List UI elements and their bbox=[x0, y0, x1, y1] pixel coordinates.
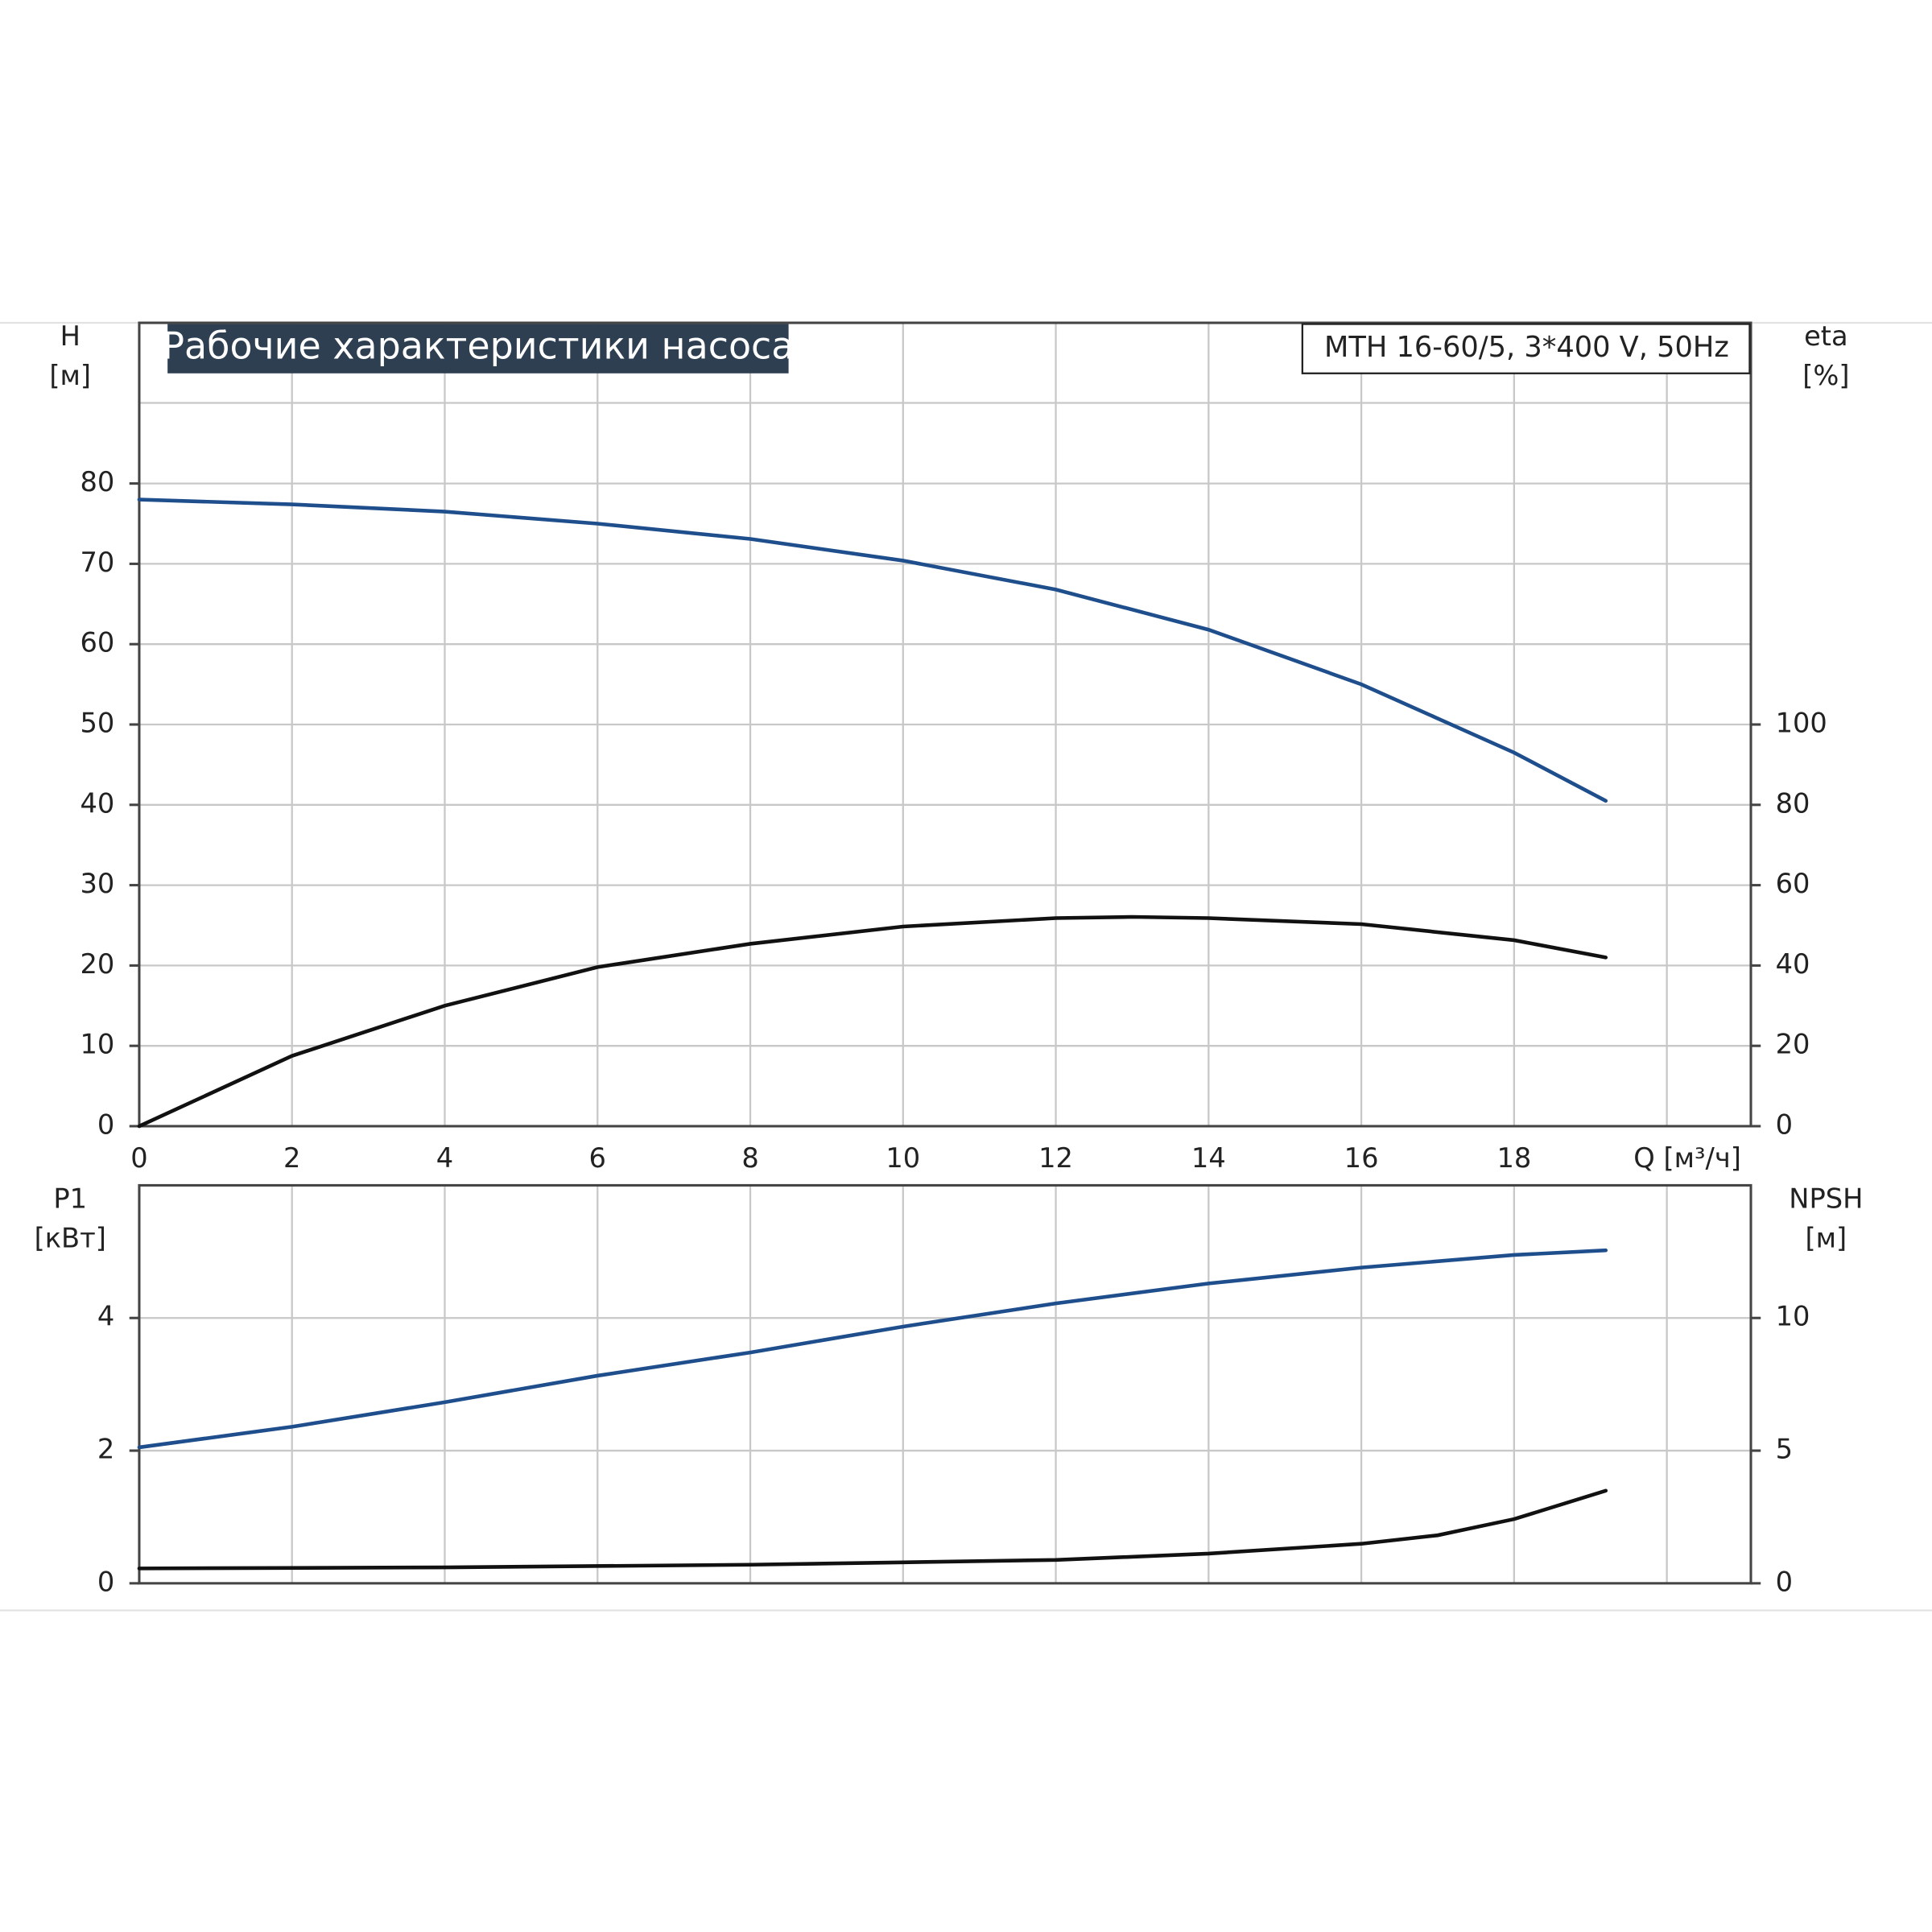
y2-tick-label: 10 bbox=[1776, 1301, 1810, 1332]
y2-axis-name: eta bbox=[1804, 320, 1848, 352]
x-tick-label: Q [м³/ч] bbox=[1633, 1142, 1741, 1174]
y2-axis-unit: [м] bbox=[1806, 1222, 1847, 1253]
y-tick-label: 0 bbox=[97, 1108, 114, 1140]
y-tick-label: 4 bbox=[97, 1301, 114, 1332]
y-axis-unit: [кВт] bbox=[35, 1222, 106, 1253]
curve bbox=[137, 1488, 1608, 1571]
y2-tick-label: 0 bbox=[1776, 1108, 1793, 1140]
y-axis-name: P1 bbox=[53, 1183, 87, 1214]
y2-tick-label: 100 bbox=[1776, 708, 1827, 739]
y-tick-label: 0 bbox=[97, 1566, 114, 1597]
x-tick-label: 16 bbox=[1344, 1142, 1379, 1174]
title-box bbox=[167, 324, 789, 374]
y-axis-name: H bbox=[60, 320, 80, 352]
curve bbox=[137, 914, 1608, 1129]
x-tick-label: 12 bbox=[1038, 1142, 1073, 1174]
x-tick-label: 18 bbox=[1496, 1142, 1531, 1174]
y2-axis-unit: [%] bbox=[1802, 360, 1849, 391]
y-tick-label: 2 bbox=[97, 1434, 114, 1465]
curve bbox=[137, 1248, 1608, 1450]
x-tick-label: 10 bbox=[886, 1142, 920, 1174]
y2-tick-label: 60 bbox=[1776, 868, 1810, 899]
y2-tick-label: 20 bbox=[1776, 1029, 1810, 1060]
plot-frame bbox=[138, 1183, 1752, 1585]
y2-tick-label: 5 bbox=[1776, 1434, 1793, 1465]
y-tick-label: 80 bbox=[80, 466, 115, 497]
x-tick-label: 0 bbox=[130, 1142, 147, 1174]
y-tick-label: 20 bbox=[80, 948, 115, 980]
y-tick-label: 60 bbox=[80, 627, 115, 658]
x-tick-label: 8 bbox=[741, 1142, 758, 1174]
y-tick-label: 40 bbox=[80, 787, 115, 819]
y-axis-unit: [м] bbox=[49, 360, 91, 391]
y2-tick-label: 0 bbox=[1776, 1566, 1793, 1597]
x-tick-label: 2 bbox=[283, 1142, 300, 1174]
y-tick-label: 30 bbox=[80, 868, 115, 899]
y-tick-label: 70 bbox=[80, 547, 115, 578]
y-tick-label: 10 bbox=[80, 1029, 115, 1060]
annotation-box bbox=[1301, 323, 1751, 374]
curve bbox=[137, 497, 1608, 803]
x-tick-label: 6 bbox=[589, 1142, 606, 1174]
plot-frame bbox=[138, 321, 1752, 1128]
x-tick-label: 14 bbox=[1191, 1142, 1226, 1174]
chart-title: Рабочие характеристики насоса bbox=[162, 324, 794, 368]
annotation: MTH 16-60/5, 3*400 V, 50Hz bbox=[1324, 331, 1729, 364]
y2-tick-label: 80 bbox=[1776, 787, 1810, 819]
x-tick-label: 4 bbox=[436, 1142, 453, 1174]
y-tick-label: 50 bbox=[80, 708, 115, 739]
y2-axis-name: NPSH bbox=[1789, 1183, 1863, 1214]
y2-tick-label: 40 bbox=[1776, 948, 1810, 980]
